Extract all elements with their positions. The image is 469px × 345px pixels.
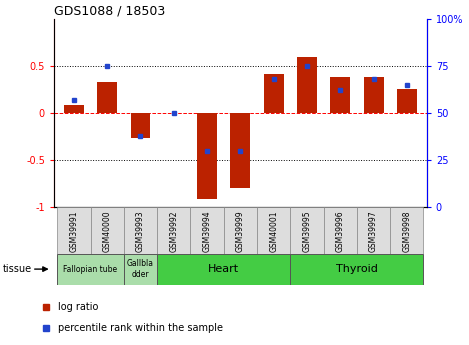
Bar (257, 207, 290, 254)
Bar (197, 113, 217, 199)
Bar (97, 82, 117, 113)
Bar (324, 207, 357, 254)
Bar (290, 254, 424, 285)
Bar (91, 207, 124, 254)
Bar (363, 77, 384, 113)
Text: log ratio: log ratio (58, 302, 98, 312)
Bar (357, 207, 390, 254)
Bar (190, 207, 224, 254)
Bar (124, 207, 157, 254)
Bar (264, 73, 284, 113)
Bar (397, 89, 417, 113)
Text: GSM39997: GSM39997 (369, 211, 378, 252)
Text: GSM39994: GSM39994 (203, 211, 212, 252)
Text: tissue: tissue (2, 264, 31, 274)
Text: GSM39992: GSM39992 (169, 211, 178, 252)
Bar (130, 113, 151, 138)
Text: GSM39993: GSM39993 (136, 211, 145, 252)
Text: GSM39998: GSM39998 (402, 211, 411, 252)
Text: Gallbla
dder: Gallbla dder (127, 259, 154, 279)
Bar (224, 207, 257, 254)
Text: GSM39996: GSM39996 (336, 211, 345, 252)
Text: percentile rank within the sample: percentile rank within the sample (58, 323, 223, 333)
Text: GSM39999: GSM39999 (236, 211, 245, 252)
Bar (157, 207, 190, 254)
Bar (57, 254, 124, 285)
Text: GSM40001: GSM40001 (269, 211, 278, 252)
Text: Fallopian tube: Fallopian tube (63, 265, 118, 274)
Bar (330, 77, 350, 113)
Bar (124, 254, 157, 285)
Text: GSM39995: GSM39995 (303, 211, 311, 252)
Bar (390, 207, 424, 254)
Bar (290, 207, 324, 254)
Bar (64, 106, 84, 113)
Text: Thyroid: Thyroid (336, 264, 378, 274)
Text: GSM40000: GSM40000 (103, 211, 112, 252)
Bar (230, 113, 250, 188)
Text: GSM39991: GSM39991 (69, 211, 78, 252)
Text: Heart: Heart (208, 264, 239, 274)
Bar (57, 207, 91, 254)
Text: GDS1088 / 18503: GDS1088 / 18503 (54, 5, 165, 18)
Bar (157, 254, 290, 285)
Bar (297, 57, 317, 113)
